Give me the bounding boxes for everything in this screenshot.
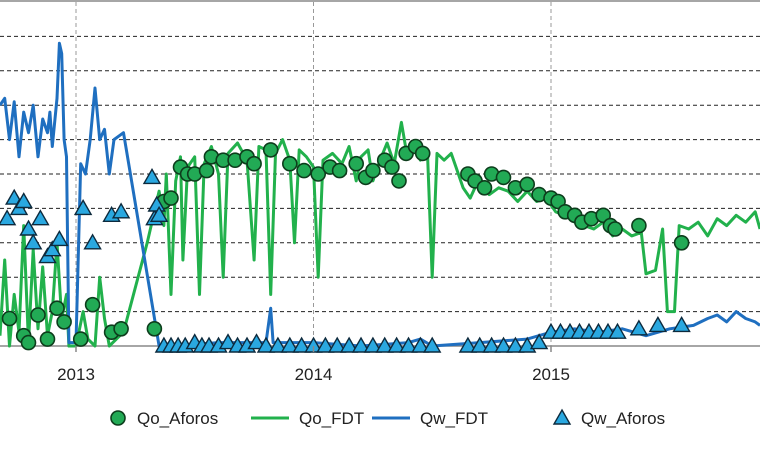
data-point-qo-aforos bbox=[281, 155, 298, 172]
data-point-qo-aforos bbox=[296, 162, 312, 179]
data-point-qw-aforos bbox=[608, 322, 627, 339]
data-point-qo-aforos bbox=[365, 162, 381, 179]
data-point-qw-aforos bbox=[327, 336, 347, 353]
x-axis-ticks: 2013 2014 2015 bbox=[57, 346, 570, 384]
legend-circle-icon bbox=[110, 410, 126, 426]
data-point-qw-aforos bbox=[280, 336, 300, 353]
data-point-qo-aforos bbox=[113, 320, 129, 337]
data-point-qw-aforos bbox=[351, 336, 371, 353]
grid-lines bbox=[0, 2, 760, 346]
data-point-qw-aforos bbox=[399, 336, 418, 353]
data-point-qo-aforos bbox=[391, 173, 407, 189]
data-point-qo-aforos bbox=[84, 296, 101, 313]
data-point-qw-aforos bbox=[218, 333, 238, 350]
data-point-qw-aforos bbox=[111, 202, 131, 219]
data-point-qw-aforos bbox=[316, 336, 335, 353]
data-point-qw-aforos bbox=[23, 233, 43, 250]
data-point-qw-aforos bbox=[247, 333, 266, 350]
data-point-qo-aforos bbox=[414, 145, 431, 162]
data-point-qw-aforos bbox=[14, 192, 33, 209]
data-point-qw-aforos bbox=[83, 233, 102, 250]
data-point-qo-aforos bbox=[39, 331, 56, 347]
data-point-qo-aforos bbox=[348, 155, 365, 172]
series-layer bbox=[0, 41, 760, 353]
legend-label-qo-aforos: Qo_Aforos bbox=[137, 409, 218, 428]
data-point-qw-aforos bbox=[43, 240, 62, 257]
data-point-qo-aforos bbox=[49, 300, 65, 317]
data-point-qo-aforos bbox=[30, 307, 46, 323]
data-point-qw-aforos bbox=[256, 336, 276, 353]
data-point-qw-aforos bbox=[363, 336, 383, 353]
data-point-qo-aforos bbox=[20, 334, 37, 351]
data-point-qo-aforos bbox=[1, 310, 18, 327]
legend-item-qw-aforos: Qw_Aforos bbox=[552, 408, 665, 428]
data-point-qw-aforos bbox=[672, 315, 691, 333]
data-point-qo-aforos bbox=[384, 159, 400, 175]
data-point-qw-aforos bbox=[149, 205, 169, 223]
data-point-qo-aforos bbox=[163, 190, 179, 206]
legend-label-qw-aforos: Qw_Aforos bbox=[581, 409, 665, 428]
data-point-qw-aforos bbox=[482, 336, 501, 353]
legend-label-qw-fdt: Qw_FDT bbox=[420, 409, 488, 428]
data-point-qo-aforos bbox=[495, 169, 512, 186]
data-point-qo-aforos bbox=[72, 331, 89, 347]
data-point-qw-aforos bbox=[31, 209, 50, 226]
data-point-qo-aforos bbox=[262, 142, 279, 158]
data-point-qo-aforos bbox=[331, 162, 348, 179]
data-point-qw-aforos bbox=[458, 336, 478, 353]
data-point-qw-aforos bbox=[529, 333, 549, 350]
data-point-qo-aforos bbox=[56, 314, 72, 330]
data-point-qo-aforos bbox=[607, 221, 623, 237]
data-point-qw-aforos bbox=[73, 198, 93, 216]
legend-item-qw-fdt: Qw_FDT bbox=[372, 409, 488, 428]
series-qw-aforos bbox=[0, 167, 691, 353]
data-point-qw-aforos bbox=[422, 336, 442, 353]
data-point-qw-aforos bbox=[470, 336, 489, 353]
series-qo-aforos bbox=[1, 138, 690, 351]
data-point-qw-aforos bbox=[268, 336, 288, 353]
data-point-qo-aforos bbox=[198, 162, 215, 179]
legend-item-qo-fdt: Qo_FDT bbox=[251, 409, 364, 428]
data-point-qo-aforos bbox=[246, 155, 262, 172]
x-tick-label: 2013 bbox=[57, 365, 95, 384]
data-point-qw-aforos bbox=[506, 336, 525, 353]
data-point-qo-aforos bbox=[310, 166, 327, 182]
legend-triangle-icon bbox=[552, 408, 572, 425]
data-point-qw-aforos bbox=[375, 336, 394, 353]
data-point-qw-aforos bbox=[494, 336, 513, 353]
legend-label-qo-fdt: Qo_FDT bbox=[299, 409, 364, 428]
x-tick-label: 2015 bbox=[532, 365, 570, 384]
legend: Qo_Aforos Qo_FDT Qw_FDT Qw_Aforos bbox=[110, 408, 665, 428]
data-point-qo-aforos bbox=[673, 235, 690, 251]
legend-item-qo-aforos: Qo_Aforos bbox=[110, 409, 218, 428]
data-point-qo-aforos bbox=[146, 320, 163, 337]
data-point-qo-aforos bbox=[631, 217, 647, 234]
data-point-qw-aforos bbox=[142, 167, 162, 185]
data-point-qw-aforos bbox=[339, 336, 359, 353]
data-point-qw-aforos bbox=[292, 336, 311, 353]
data-point-qw-aforos bbox=[387, 336, 406, 353]
data-point-qo-aforos bbox=[519, 176, 536, 193]
data-point-qw-aforos bbox=[629, 319, 649, 336]
x-tick-label: 2014 bbox=[295, 365, 333, 384]
data-point-qw-aforos bbox=[648, 315, 668, 333]
data-point-qo-aforos bbox=[476, 180, 493, 196]
data-point-qw-aforos bbox=[50, 229, 69, 247]
data-point-qw-aforos bbox=[19, 219, 38, 236]
data-point-qw-aforos bbox=[411, 336, 430, 353]
data-point-qw-aforos bbox=[0, 209, 17, 226]
